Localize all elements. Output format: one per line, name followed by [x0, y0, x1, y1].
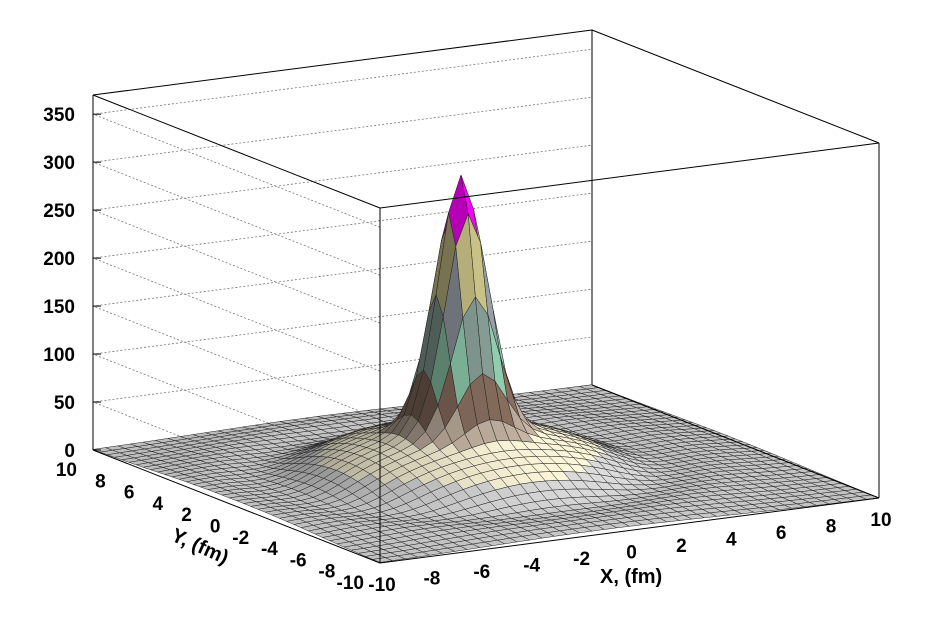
- x-tick-label: -4: [523, 556, 540, 577]
- box-edge: [379, 497, 880, 564]
- x-tick-label: 2: [676, 536, 687, 557]
- grid-line: [92, 48, 593, 228]
- x-tick-label: 6: [776, 523, 787, 544]
- z-tick-label: 200: [43, 249, 75, 270]
- z-tick-label: 0: [64, 441, 75, 462]
- y-tick-label: 10: [56, 460, 77, 481]
- y-tick-label: -4: [261, 539, 278, 560]
- x-tick-label: -6: [473, 562, 490, 583]
- x-axis-title: X, (fm): [600, 566, 662, 588]
- box-edge: [379, 142, 880, 209]
- grid-line: [92, 240, 593, 420]
- y-tick-label: 8: [95, 471, 106, 492]
- y-tick-label: -10: [337, 573, 364, 594]
- plot-box-front: [379, 29, 880, 564]
- grid-line: [92, 96, 593, 276]
- z-tick-label: 150: [43, 297, 75, 318]
- y-tick-label: 6: [124, 483, 135, 504]
- surface-mesh: [92, 174, 880, 563]
- z-tick-label: 350: [43, 105, 75, 126]
- box-edge: [92, 94, 381, 209]
- y-axis-title: Y, (fm): [168, 524, 232, 569]
- x-tick-label: -2: [573, 549, 590, 570]
- grid-line: [92, 144, 593, 324]
- box-edge: [92, 449, 381, 564]
- x-tick-label: 10: [870, 510, 891, 531]
- z-tick-label: 50: [54, 393, 75, 414]
- z-tick-label: 250: [43, 201, 75, 222]
- box-edge: [591, 29, 880, 144]
- x-tick-label: -10: [368, 575, 395, 596]
- y-tick-label: -6: [290, 550, 307, 571]
- x-tick-label: -8: [423, 569, 440, 590]
- y-tick-label: -8: [318, 562, 335, 583]
- z-tick-label: 100: [43, 345, 75, 366]
- y-tick-label: 4: [153, 494, 164, 515]
- x-tick-label: 4: [726, 530, 737, 551]
- box-edge: [92, 29, 593, 96]
- box-edge: [591, 384, 880, 499]
- y-tick-label: 0: [210, 517, 221, 538]
- y-tick-label: -2: [232, 528, 249, 549]
- x-tick-label: 8: [826, 517, 837, 538]
- y-tick-label: 2: [181, 505, 192, 526]
- x-tick-label: 0: [626, 543, 637, 564]
- grid-line: [92, 192, 593, 372]
- z-tick-label: 300: [43, 153, 75, 174]
